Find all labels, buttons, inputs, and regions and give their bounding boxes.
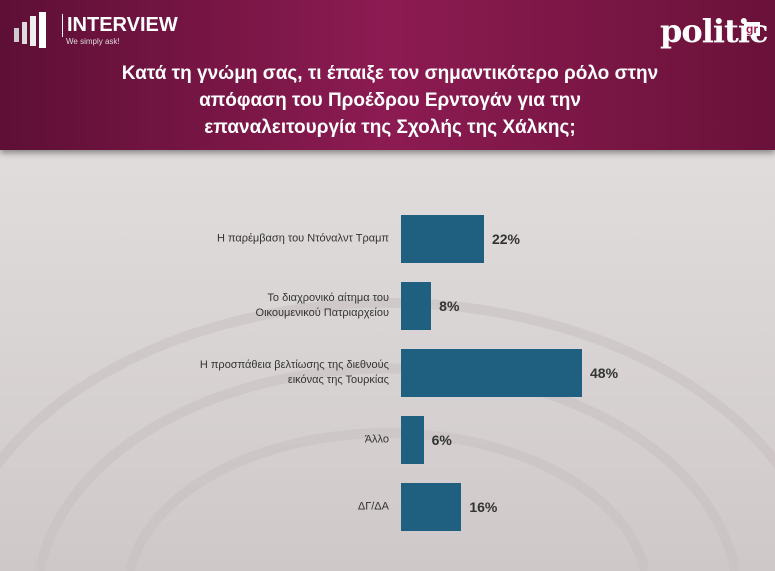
category-label: Το διαχρονικό αίτημα του Οικουμενικού Πα… [255, 292, 389, 319]
header: INTERVIEW We simply ask! politic gr Κατά… [0, 0, 775, 150]
brand: INTERVIEW [62, 14, 178, 37]
slogan: We simply ask! [66, 37, 120, 46]
bar [401, 282, 432, 330]
bar [401, 416, 424, 464]
category-label: Άλλο [364, 433, 389, 446]
bar [401, 483, 462, 531]
value-label: 16% [469, 499, 498, 515]
value-label: 8% [439, 298, 460, 314]
logo-icon [14, 12, 46, 48]
value-label: 22% [491, 231, 520, 247]
partner-suffix: gr [744, 22, 760, 36]
chart-title: Κατά τη γνώμη σας, τι έπαιξε τον σημαντι… [121, 63, 659, 138]
value-label: 48% [590, 365, 619, 381]
value-label: 6% [431, 432, 452, 448]
category-label: Η προσπάθεια βελτίωσης της διεθνούς εικό… [199, 359, 389, 386]
category-label: ΔΓ/ΔΑ [357, 500, 389, 513]
category-label: Η παρέμβαση του Ντόναλντ Τραμπ [216, 232, 389, 245]
bar [401, 215, 484, 263]
bar [401, 349, 582, 397]
